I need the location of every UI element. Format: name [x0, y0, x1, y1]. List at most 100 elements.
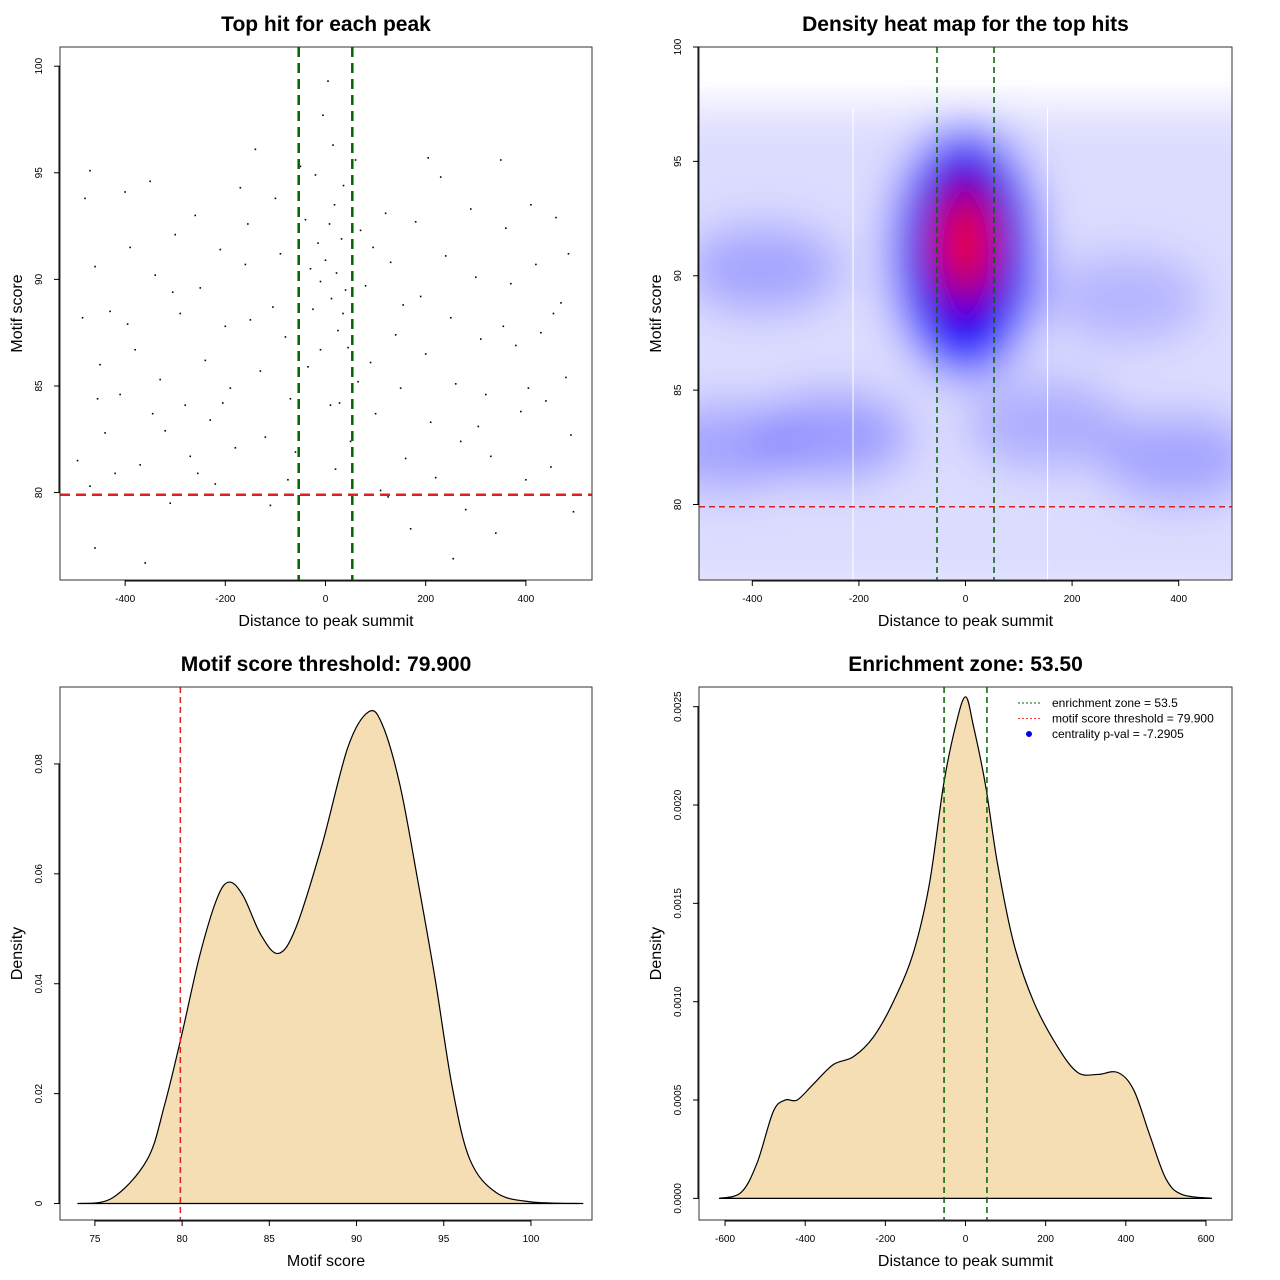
legend-marker	[1026, 731, 1032, 737]
scatter-point	[134, 348, 136, 351]
scatter-point	[96, 397, 99, 400]
y-tick-label: 0.02	[34, 1083, 45, 1103]
scatter-point	[179, 312, 182, 315]
x-tick-label: 80	[177, 1234, 189, 1245]
scatter-point	[495, 532, 497, 534]
x-axis-label: Distance to peak summit	[238, 613, 414, 630]
scatter-point	[337, 329, 339, 332]
scatter-point	[229, 387, 232, 389]
x-tick-label: -400	[795, 1234, 815, 1245]
scatter-point	[317, 242, 319, 244]
scatter-point	[427, 157, 429, 159]
scatter-point	[312, 308, 314, 311]
y-tick-label: 85	[673, 384, 684, 396]
scatter-point	[234, 447, 237, 449]
scatter-point	[151, 412, 154, 415]
scatter-point	[479, 338, 482, 340]
y-tick-label: 0.0025	[673, 691, 684, 722]
scatter-point	[264, 436, 267, 438]
scatter-point	[124, 191, 126, 193]
scatter-point	[219, 248, 222, 251]
x-tick-label: 0	[963, 594, 969, 605]
scatter-point	[204, 359, 207, 362]
scatter-point	[327, 80, 329, 82]
y-tick-label: 0.08	[34, 754, 45, 774]
scatter-point	[454, 383, 457, 385]
plot-frame	[59, 686, 593, 1221]
density-curve	[77, 709, 584, 1205]
y-tick-label: 80	[673, 499, 684, 511]
x-tick-label: 0	[323, 594, 329, 605]
scatter-point	[520, 410, 522, 413]
scatter-point	[384, 212, 387, 215]
y-tick-label: 100	[673, 38, 684, 55]
scatter-point	[444, 255, 447, 257]
scatter-point	[545, 400, 547, 402]
scatter-point	[402, 304, 404, 306]
scatter-point	[189, 455, 192, 458]
plot-area	[718, 687, 1213, 1220]
heatmap-cell	[1045, 253, 1206, 344]
heatmap-cell	[699, 223, 843, 314]
scatter-point	[464, 508, 467, 511]
x-axis-label: Distance to peak summit	[878, 1253, 1054, 1270]
scatter-point	[81, 316, 84, 319]
panel-1: -400 -200 0 200 400 80 85 90 95 100 Top hit for ea…	[9, 13, 593, 630]
y-tick-label: 95	[34, 167, 45, 179]
scatter-point	[349, 440, 352, 443]
scatter-point	[209, 419, 212, 421]
scatter-point	[357, 380, 359, 383]
x-tick-label: -200	[875, 1234, 895, 1245]
panel-4: -600 -400 -200 0 200 400 600 0.0000 0.0005 0.0010…	[648, 653, 1233, 1270]
x-tick-label: 85	[264, 1234, 276, 1245]
scatter-point	[194, 214, 197, 217]
scatter-point	[474, 276, 477, 279]
x-tick-label: 400	[518, 594, 535, 605]
scatter-point	[469, 208, 472, 210]
x-tick-label: 200	[1037, 1234, 1054, 1245]
x-tick-label: 100	[523, 1234, 540, 1245]
scatter-point	[477, 425, 480, 428]
panel-3: 75 80 85 90 95 100 0 0.02 0.04 0.06 0.08 Motif scor…	[9, 653, 593, 1270]
scatter-point	[224, 325, 227, 328]
scatter-point	[299, 165, 302, 168]
scatter-point	[374, 412, 377, 415]
scatter-point	[328, 223, 331, 225]
x-tick-label: 400	[1117, 1234, 1134, 1245]
scatter-point	[307, 366, 309, 368]
scatter-point	[154, 274, 156, 276]
scatter-point	[239, 186, 242, 189]
scatter-point	[369, 361, 372, 364]
legend-label: centrality p-val = -7.2905	[1052, 727, 1184, 741]
scatter-point	[174, 233, 177, 236]
scatter-point	[540, 331, 542, 334]
scatter-point	[169, 502, 172, 505]
scatter-point	[149, 180, 151, 183]
scatter-point	[567, 253, 570, 255]
scatter-point	[274, 197, 277, 200]
scatter-point	[527, 387, 530, 389]
heatmap-cell	[965, 379, 1126, 470]
y-tick-label: 0.04	[34, 974, 45, 994]
scatter-point	[330, 297, 333, 300]
scatter-point	[159, 378, 161, 381]
legend-label: enrichment zone = 53.5	[1052, 696, 1178, 710]
y-tick-label: 0.06	[34, 864, 45, 884]
y-axis-label: Motif score	[648, 274, 665, 352]
x-tick-label: 90	[351, 1234, 363, 1245]
scatter-point	[76, 459, 79, 462]
y-axis-label: Motif score	[9, 274, 26, 352]
scatter-point	[272, 306, 274, 308]
scatter-point	[289, 397, 292, 400]
scatter-point	[342, 184, 345, 187]
scatter-point	[515, 344, 517, 347]
scatter-point	[99, 363, 101, 366]
scatter-point	[572, 510, 575, 513]
scatter-point	[244, 263, 247, 266]
y-tick-label: 85	[34, 380, 45, 392]
scatter-point	[340, 238, 343, 240]
scatter-point	[364, 284, 367, 287]
y-tick-label: 95	[673, 155, 684, 167]
scatter-point	[354, 159, 357, 161]
